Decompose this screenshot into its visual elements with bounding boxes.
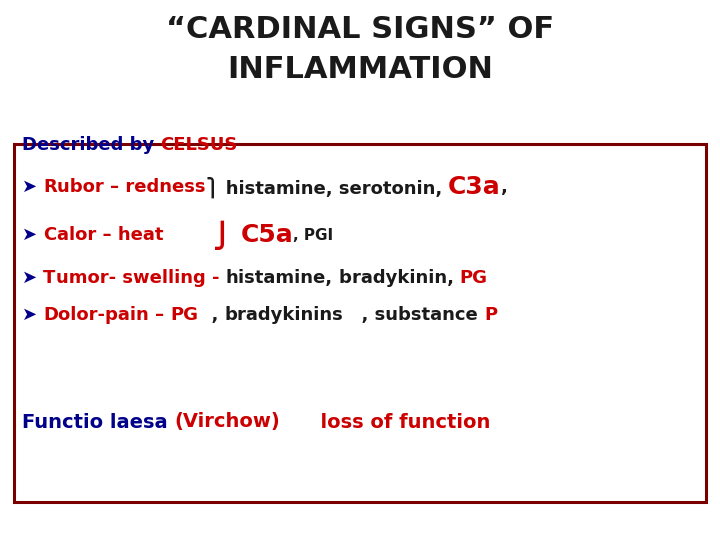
Text: C3a: C3a — [448, 175, 501, 199]
Text: ➤: ➤ — [22, 306, 43, 324]
Text: ⎭: ⎭ — [213, 220, 240, 249]
Text: R: R — [43, 178, 57, 196]
Text: (Virchow): (Virchow) — [174, 413, 280, 431]
Text: ,: , — [199, 306, 225, 324]
Text: ⎫ histamine, serotonin,: ⎫ histamine, serotonin, — [206, 176, 448, 198]
Text: C5a: C5a — [240, 223, 293, 247]
Text: T: T — [43, 269, 55, 287]
Text: ➤: ➤ — [22, 269, 43, 287]
Text: C: C — [43, 226, 57, 244]
Text: “CARDINAL SIGNS” OF: “CARDINAL SIGNS” OF — [166, 16, 554, 44]
Text: D: D — [43, 306, 58, 324]
Text: Described by: Described by — [22, 136, 161, 154]
Text: Functio laesa: Functio laesa — [22, 413, 174, 431]
Text: umor- swelling -: umor- swelling - — [55, 269, 225, 287]
Text: b: b — [338, 269, 351, 287]
Text: h: h — [225, 269, 238, 287]
Text: ubor – redness: ubor – redness — [57, 178, 206, 196]
Text: PG: PG — [171, 306, 199, 324]
Text: ,: , — [501, 178, 508, 196]
Text: P: P — [485, 306, 498, 324]
Text: radykinin,: radykinin, — [351, 269, 460, 287]
Text: b: b — [225, 306, 238, 324]
Text: INFLAMMATION: INFLAMMATION — [227, 56, 493, 84]
Text: CELSUS: CELSUS — [161, 136, 238, 154]
Text: ➤: ➤ — [22, 226, 43, 244]
Text: olor-pain –: olor-pain – — [58, 306, 171, 324]
Text: , PGI: , PGI — [293, 227, 333, 242]
Text: alor – heat: alor – heat — [57, 226, 213, 244]
Text: ➤: ➤ — [22, 178, 43, 196]
Text: istamine,: istamine, — [238, 269, 338, 287]
Text: loss of function: loss of function — [280, 413, 490, 431]
Text: radykinins   , substance: radykinins , substance — [238, 306, 485, 324]
Text: PG: PG — [460, 269, 487, 287]
